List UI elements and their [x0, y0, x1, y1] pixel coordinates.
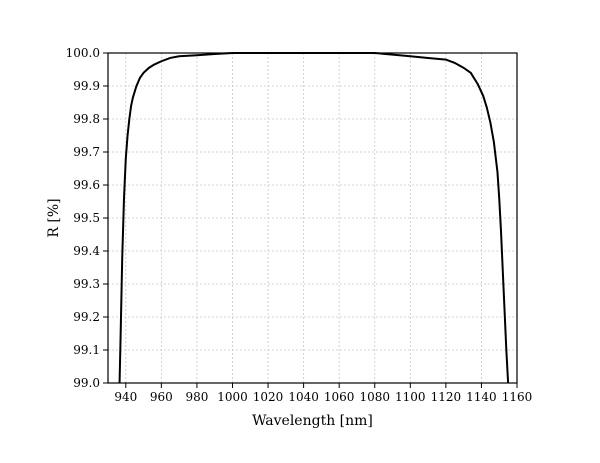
y-tick-label: 100.0 [66, 46, 100, 60]
y-tick-label: 99.2 [73, 310, 100, 324]
tick-labels: 940 960 980 1000 1020 1040 1060 1080 1100 1120 114… [66, 46, 533, 404]
y-axis-title: R [%] [46, 198, 62, 237]
grid [108, 52, 518, 384]
x-tick-label: 1060 [324, 390, 355, 404]
y-tick-label: 99.8 [73, 112, 100, 126]
x-tick-label: 1160 [502, 390, 533, 404]
y-tick-label: 99.5 [73, 211, 100, 225]
x-axis-title: Wavelength [nm] [252, 413, 373, 429]
x-tick-label: 980 [185, 390, 208, 404]
x-tick-label: 960 [150, 390, 173, 404]
y-tick-label: 99.1 [73, 343, 100, 357]
x-tick-label: 1000 [217, 390, 248, 404]
y-tick-label: 99.0 [73, 376, 100, 390]
plot-frame [107, 52, 518, 384]
x-tick-label: 1140 [466, 390, 497, 404]
x-tick-label: 1080 [359, 390, 390, 404]
x-tick-label: 940 [114, 390, 137, 404]
y-tick-label: 99.6 [73, 178, 100, 192]
axis-ticks [103, 52, 518, 388]
x-tick-label: 1040 [288, 390, 319, 404]
y-tick-label: 99.4 [73, 244, 100, 258]
x-tick-label: 1120 [431, 390, 462, 404]
y-tick-label: 99.7 [73, 145, 100, 159]
y-tick-label: 99.9 [73, 79, 100, 93]
x-tick-label: 1100 [395, 390, 426, 404]
y-tick-label: 99.3 [73, 277, 100, 291]
x-tick-label: 1020 [253, 390, 284, 404]
